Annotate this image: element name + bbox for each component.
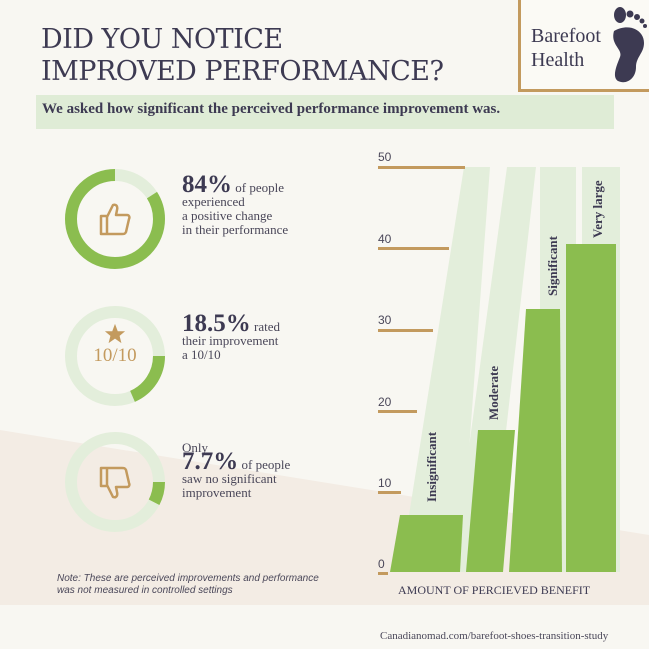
- y-tick-line: [378, 329, 433, 332]
- footnote: Note: These are perceived improvements a…: [57, 573, 319, 597]
- x-axis-label: AMOUNT OF PERCIEVED BENEFIT: [398, 583, 591, 597]
- y-tick-line: [378, 166, 465, 169]
- bar-label-significant: Significant: [545, 236, 560, 296]
- logo-text: Barefoot Health: [531, 24, 601, 72]
- rating-label: 10/10: [93, 345, 137, 366]
- source-link[interactable]: Canadianomad.com/barefoot-shoes-transiti…: [380, 630, 609, 642]
- footnote-line: Note: These are perceived improvements a…: [57, 573, 319, 584]
- stat-line: a 10/10: [182, 347, 221, 362]
- stat-suffix: of people: [241, 457, 291, 472]
- stat-value: 84%: [182, 171, 232, 198]
- page-title: DID YOU NOTICE IMPROVED PERFORMANCE?: [41, 24, 444, 88]
- stat-value: 18.5%: [182, 310, 251, 337]
- y-tick-10: 10: [378, 476, 392, 490]
- chart-bars: [390, 167, 620, 572]
- bar-label-very-large: Very large: [590, 180, 605, 238]
- footnote-line: was not measured in controlled settings: [57, 585, 233, 596]
- thumbs-down-icon: [99, 466, 131, 499]
- y-tick-line: [378, 247, 449, 250]
- y-tick-0: 0: [378, 557, 385, 571]
- progress-ring-8: [65, 432, 165, 532]
- stat-line: improvement: [182, 485, 252, 500]
- progress-ring-18: [65, 306, 165, 406]
- stat-line: their improvement: [182, 333, 279, 348]
- stat-suffix: of people: [235, 180, 284, 195]
- stat-text: Only 7.7% of people saw no significant i…: [182, 441, 352, 500]
- stat-line: in their performance: [182, 222, 289, 237]
- subtitle: We asked how significant the perceived p…: [42, 101, 501, 117]
- y-tick-50: 50: [378, 150, 392, 164]
- stat-line: experienced: [182, 194, 245, 209]
- stat-text: 18.5% rated their improvement a 10/10: [182, 311, 352, 362]
- footprint-icon: [613, 7, 647, 83]
- stat-text: 84% of people experienced a positive cha…: [182, 172, 352, 237]
- progress-ring-84: [65, 169, 165, 269]
- stat-prefix: Only: [182, 440, 208, 455]
- logo-line-1: Barefoot: [531, 25, 601, 47]
- y-tick-40: 40: [378, 232, 392, 246]
- logo-line-2: Health: [531, 49, 585, 71]
- logo: Barefoot Health: [518, 0, 649, 92]
- stat-line: saw no significant: [182, 471, 277, 486]
- bar-label-insignificant: Insignificant: [424, 431, 439, 502]
- thumbs-up-icon: [99, 203, 131, 236]
- y-tick-line: [378, 491, 401, 494]
- stat-suffix: rated: [254, 319, 280, 334]
- star-icon: [104, 323, 126, 344]
- y-tick-20: 20: [378, 395, 392, 409]
- stat-value: 7.7%: [182, 448, 239, 475]
- title-line-1: DID YOU NOTICE: [41, 24, 283, 55]
- y-tick-line: [378, 410, 417, 413]
- stat-line: a positive change: [182, 208, 273, 223]
- y-tick-line: [378, 572, 388, 575]
- y-tick-30: 30: [378, 313, 392, 327]
- title-line-2: IMPROVED PERFORMANCE?: [41, 56, 444, 87]
- bar-label-moderate: Moderate: [486, 365, 501, 420]
- subtitle-banner: [36, 95, 614, 129]
